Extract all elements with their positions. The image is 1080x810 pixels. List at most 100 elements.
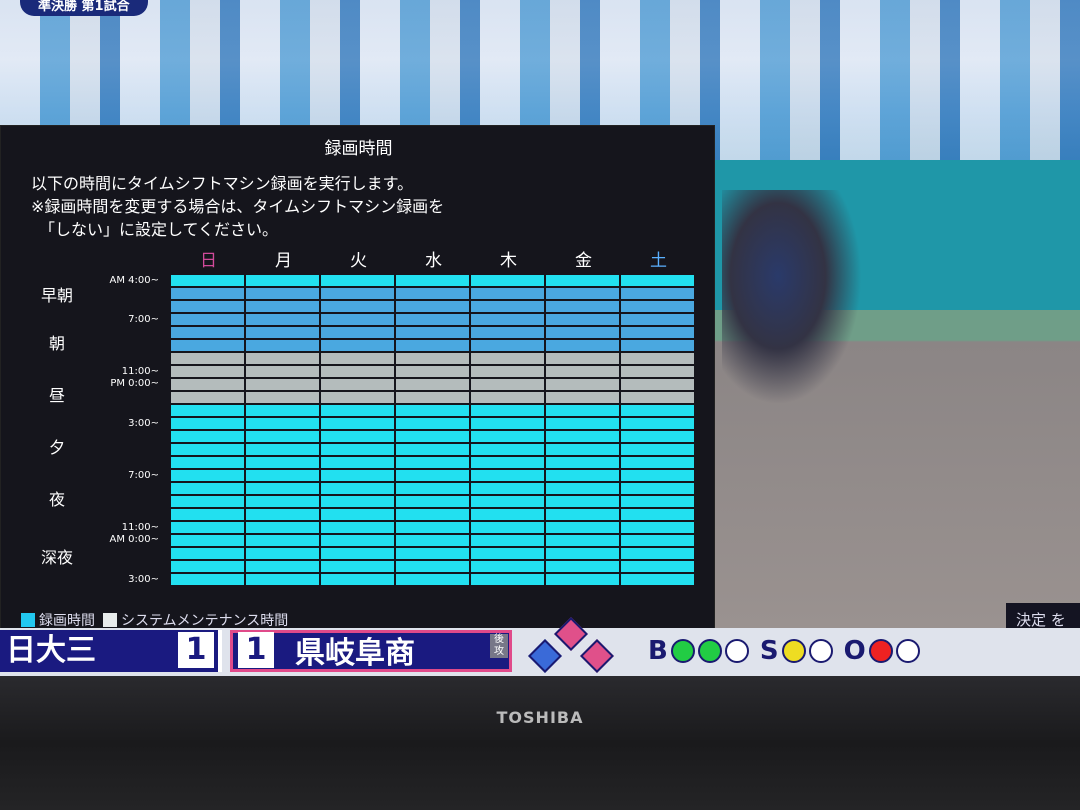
slot-cell[interactable] [171,483,244,494]
slot-cell[interactable] [246,366,319,377]
slot-cell[interactable] [621,288,694,299]
slot-cell[interactable] [321,314,394,325]
slot-cell[interactable] [321,379,394,390]
slot-cell[interactable] [546,431,619,442]
slot-cell[interactable] [546,288,619,299]
slot-cell[interactable] [396,418,469,429]
slot-cell[interactable] [471,288,544,299]
slot-cell[interactable] [471,327,544,338]
slot-cell[interactable] [621,405,694,416]
slot-cell[interactable] [246,340,319,351]
slot-cell[interactable] [246,431,319,442]
slot-cell[interactable] [546,548,619,559]
slot-cell[interactable] [321,561,394,572]
slot-cell[interactable] [621,353,694,364]
slot-cell[interactable] [621,340,694,351]
slot-cell[interactable] [621,392,694,403]
slot-cell[interactable] [321,340,394,351]
slot-cell[interactable] [171,366,244,377]
slot-cell[interactable] [621,275,694,286]
slot-cell[interactable] [546,379,619,390]
slot-cell[interactable] [321,366,394,377]
slot-cell[interactable] [171,340,244,351]
slot-cell[interactable] [321,327,394,338]
slot-cell[interactable] [546,301,619,312]
slot-cell[interactable] [171,535,244,546]
slot-cell[interactable] [546,275,619,286]
slot-cell[interactable] [321,444,394,455]
slot-cell[interactable] [621,509,694,520]
slot-cell[interactable] [171,275,244,286]
slot-cell[interactable] [171,509,244,520]
slot-cell[interactable] [396,366,469,377]
slot-cell[interactable] [246,327,319,338]
slot-cell[interactable] [471,418,544,429]
slot-cell[interactable] [396,535,469,546]
slot-cell[interactable] [471,457,544,468]
slot-cell[interactable] [396,301,469,312]
slot-cell[interactable] [171,431,244,442]
slot-cell[interactable] [471,405,544,416]
slot-cell[interactable] [621,314,694,325]
slot-cell[interactable] [471,366,544,377]
slot-cell[interactable] [246,535,319,546]
slot-cell[interactable] [621,301,694,312]
slot-cell[interactable] [321,509,394,520]
slot-cell[interactable] [321,288,394,299]
slot-cell[interactable] [546,418,619,429]
slot-cell[interactable] [396,574,469,585]
slot-cell[interactable] [396,548,469,559]
slot-cell[interactable] [621,366,694,377]
slot-cell[interactable] [471,574,544,585]
slot-cell[interactable] [471,379,544,390]
slot-cell[interactable] [546,561,619,572]
slot-cell[interactable] [546,327,619,338]
slot-cell[interactable] [546,509,619,520]
slot-cell[interactable] [621,561,694,572]
slot-cell[interactable] [546,314,619,325]
slot-cell[interactable] [396,522,469,533]
slot-cell[interactable] [246,496,319,507]
slot-cell[interactable] [396,353,469,364]
slot-cell[interactable] [171,418,244,429]
slot-cell[interactable] [471,444,544,455]
slot-cell[interactable] [471,483,544,494]
slot-cell[interactable] [321,405,394,416]
slot-cell[interactable] [546,483,619,494]
slot-cell[interactable] [471,522,544,533]
slot-cell[interactable] [321,418,394,429]
slot-cell[interactable] [471,496,544,507]
slot-cell[interactable] [471,561,544,572]
slot-cell[interactable] [546,522,619,533]
slot-cell[interactable] [171,457,244,468]
slot-cell[interactable] [321,496,394,507]
slot-cell[interactable] [546,470,619,481]
slot-cell[interactable] [321,548,394,559]
slot-cell[interactable] [171,561,244,572]
slot-cell[interactable] [546,535,619,546]
slot-cell[interactable] [621,444,694,455]
slot-cell[interactable] [171,522,244,533]
slot-cell[interactable] [246,418,319,429]
slot-cell[interactable] [546,353,619,364]
slot-cell[interactable] [546,366,619,377]
slot-cell[interactable] [246,288,319,299]
slot-cell[interactable] [471,509,544,520]
slot-cell[interactable] [471,535,544,546]
slot-cell[interactable] [621,522,694,533]
slot-cell[interactable] [471,340,544,351]
slot-cell[interactable] [171,327,244,338]
slot-cell[interactable] [246,548,319,559]
slot-cell[interactable] [621,535,694,546]
slot-cell[interactable] [396,405,469,416]
slot-cell[interactable] [171,496,244,507]
slot-cell[interactable] [471,392,544,403]
slot-cell[interactable] [621,483,694,494]
slot-cell[interactable] [621,379,694,390]
slot-cell[interactable] [171,392,244,403]
slot-cell[interactable] [396,314,469,325]
slot-cell[interactable] [171,405,244,416]
slot-cell[interactable] [471,314,544,325]
slot-cell[interactable] [621,574,694,585]
slot-cell[interactable] [396,561,469,572]
